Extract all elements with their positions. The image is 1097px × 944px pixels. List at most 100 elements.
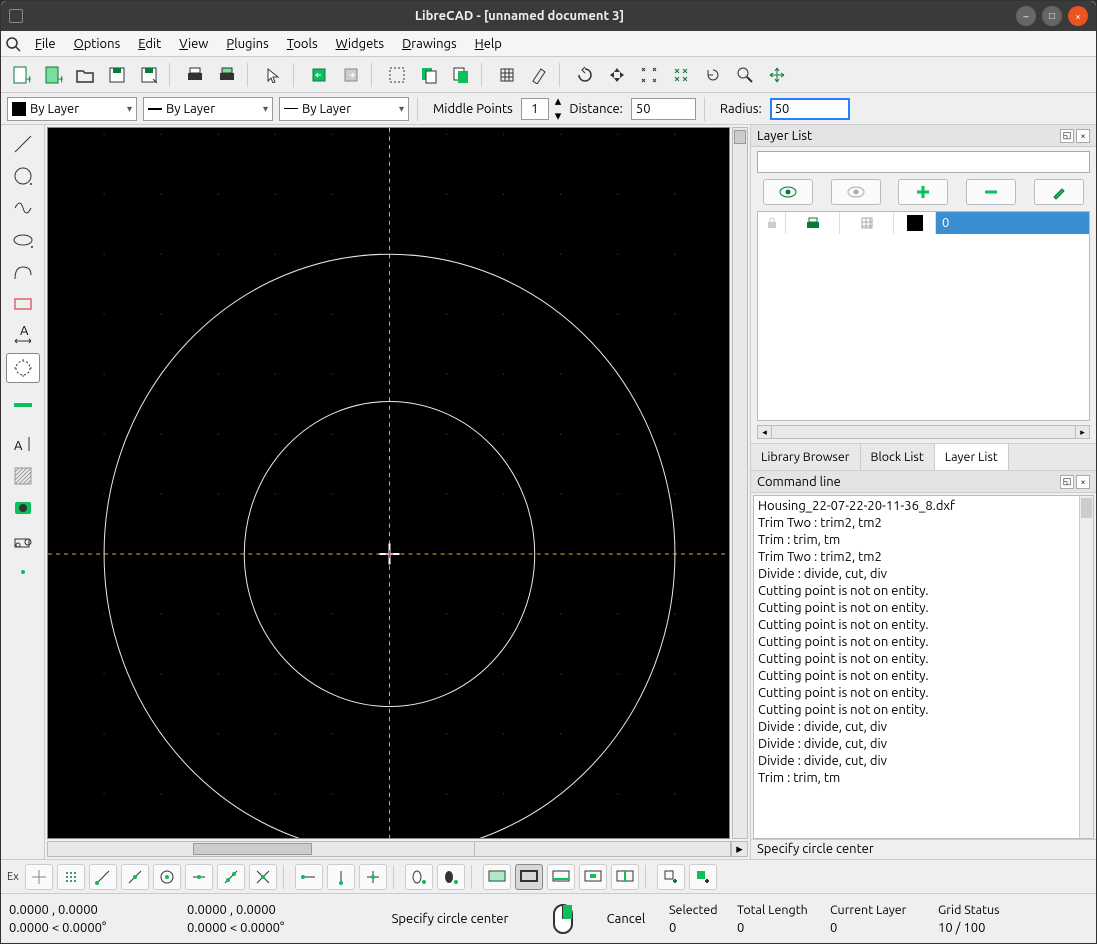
- screen5-button[interactable]: [611, 864, 639, 890]
- draft-button[interactable]: [525, 61, 553, 89]
- panel-close-button[interactable]: ×: [1076, 129, 1090, 143]
- command-log[interactable]: Housing_22-07-22-20-11-36_8.dxfTrim Two …: [753, 495, 1094, 839]
- zoom-pan-button[interactable]: [763, 61, 791, 89]
- linetype-combo-label: By Layer: [302, 102, 351, 116]
- lock-relative-zero-button[interactable]: [437, 864, 465, 890]
- panel-float-button[interactable]: ◱: [1060, 129, 1074, 143]
- redo-button[interactable]: [337, 61, 365, 89]
- redraw-button[interactable]: [571, 61, 599, 89]
- curve-tool[interactable]: [6, 193, 40, 223]
- image-tool[interactable]: [6, 493, 40, 523]
- close-button[interactable]: ×: [1068, 6, 1088, 26]
- print-preview-button[interactable]: [213, 61, 241, 89]
- hatch-tool[interactable]: [6, 461, 40, 491]
- tab-layer-list[interactable]: Layer List: [935, 444, 1009, 470]
- menu-plugins[interactable]: Plugins: [218, 35, 276, 53]
- menu-drawings[interactable]: Drawings: [394, 35, 465, 53]
- svg-text:+: +: [26, 72, 31, 85]
- layer-hide-all-button[interactable]: [831, 179, 881, 205]
- menu-help[interactable]: Help: [467, 35, 510, 53]
- radius-input[interactable]: [770, 98, 850, 120]
- layer-add-button[interactable]: [898, 179, 948, 205]
- snap-free-button[interactable]: [25, 864, 53, 890]
- hscroll-right-button[interactable]: ▸: [1075, 426, 1089, 438]
- restrict-horizontal-button[interactable]: [359, 864, 387, 890]
- screen4-button[interactable]: [579, 864, 607, 890]
- snap-grid-button[interactable]: [57, 864, 85, 890]
- dimension-tool[interactable]: A: [6, 321, 40, 351]
- line-tool[interactable]: [6, 129, 40, 159]
- tab-library-browser[interactable]: Library Browser: [751, 444, 861, 470]
- layer-remove-button[interactable]: [966, 179, 1016, 205]
- screen3-button[interactable]: [547, 864, 575, 890]
- add-button[interactable]: [657, 864, 685, 890]
- point-tool[interactable]: [6, 557, 40, 587]
- menu-options[interactable]: Options: [66, 35, 129, 53]
- paste-button[interactable]: [447, 61, 475, 89]
- layer-filter-input[interactable]: [757, 151, 1090, 173]
- undo-button[interactable]: [305, 61, 333, 89]
- zoom-out-button[interactable]: [635, 61, 663, 89]
- distance-input[interactable]: [631, 98, 696, 120]
- layer-edit-button[interactable]: [1034, 179, 1084, 205]
- menu-file[interactable]: File: [27, 35, 64, 53]
- zoom-previous-button[interactable]: [699, 61, 727, 89]
- linewidth-combo[interactable]: By Layer▾: [143, 97, 273, 121]
- polyline-tool[interactable]: [6, 257, 40, 287]
- zoom-in-button[interactable]: [603, 61, 631, 89]
- linetype-combo[interactable]: By Layer▾: [279, 97, 409, 121]
- screen2-button[interactable]: [515, 864, 543, 890]
- spinner-buttons[interactable]: ▴▾: [555, 94, 562, 124]
- add2-button[interactable]: [689, 864, 717, 890]
- layer-show-all-button[interactable]: [763, 179, 813, 205]
- snap-distance-button[interactable]: [217, 864, 245, 890]
- new-button[interactable]: +: [7, 61, 35, 89]
- menu-edit[interactable]: Edit: [130, 35, 169, 53]
- menu-search-icon[interactable]: [5, 36, 21, 52]
- drawing-canvas[interactable]: [47, 127, 730, 839]
- modify-tool[interactable]: [6, 353, 40, 383]
- snap-center-button[interactable]: [153, 864, 181, 890]
- block-tool[interactable]: [6, 525, 40, 555]
- panel-float-button[interactable]: ◱: [1060, 475, 1074, 489]
- construction-icon: [860, 216, 874, 230]
- menu-widgets[interactable]: Widgets: [328, 35, 392, 53]
- pointer-button[interactable]: [259, 61, 287, 89]
- layer-row[interactable]: 0: [758, 212, 1089, 234]
- cut-button[interactable]: [383, 61, 411, 89]
- text-tool[interactable]: A: [6, 429, 40, 459]
- screen1-button[interactable]: [483, 864, 511, 890]
- circle-tool[interactable]: [6, 161, 40, 191]
- save-button[interactable]: [103, 61, 131, 89]
- tab-block-list[interactable]: Block List: [861, 444, 935, 470]
- copy-button[interactable]: [415, 61, 443, 89]
- menu-tools[interactable]: Tools: [279, 35, 326, 53]
- middle-points-input[interactable]: [521, 98, 549, 120]
- menu-view[interactable]: View: [171, 35, 216, 53]
- command-log-scrollbar[interactable]: [1079, 496, 1093, 838]
- relative-zero-button[interactable]: [405, 864, 433, 890]
- maximize-button[interactable]: □: [1042, 6, 1062, 26]
- select-tool[interactable]: [6, 289, 40, 319]
- ellipse-tool[interactable]: [6, 225, 40, 255]
- snap-endpoint-button[interactable]: [89, 864, 117, 890]
- snap-on-entity-button[interactable]: [121, 864, 149, 890]
- color-combo[interactable]: By Layer▾: [7, 97, 137, 121]
- restrict-nothing-button[interactable]: [295, 864, 323, 890]
- minimize-button[interactable]: –: [1016, 6, 1036, 26]
- hscroll-left-button[interactable]: ◂: [758, 426, 772, 438]
- panel-close-button[interactable]: ×: [1076, 475, 1090, 489]
- save-as-button[interactable]: [135, 61, 163, 89]
- zoom-auto-button[interactable]: [667, 61, 695, 89]
- restrict-orthogonal-button[interactable]: [327, 864, 355, 890]
- info-tool[interactable]: [6, 385, 40, 415]
- new-from-template-button[interactable]: +: [39, 61, 67, 89]
- snap-intersection-button[interactable]: [249, 864, 277, 890]
- open-button[interactable]: [71, 61, 99, 89]
- horizontal-scrollbar[interactable]: ▸: [47, 841, 748, 857]
- snap-middle-button[interactable]: [185, 864, 213, 890]
- print-button[interactable]: [181, 61, 209, 89]
- vertical-scrollbar[interactable]: [732, 127, 748, 839]
- zoom-window-button[interactable]: [731, 61, 759, 89]
- grid-button[interactable]: [493, 61, 521, 89]
